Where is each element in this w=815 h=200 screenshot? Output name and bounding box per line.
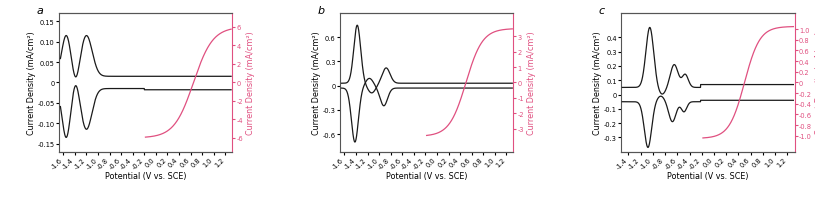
X-axis label: Potential (V vs. SCE): Potential (V vs. SCE)	[667, 171, 749, 180]
X-axis label: Potential (V vs. SCE): Potential (V vs. SCE)	[386, 171, 468, 180]
Y-axis label: Current Density (mA/cm²): Current Density (mA/cm²)	[312, 31, 321, 135]
Y-axis label: Current Density (mA/cm²): Current Density (mA/cm²)	[27, 31, 36, 135]
Y-axis label: Current Density (mA/cm²): Current Density (mA/cm²)	[527, 31, 536, 135]
Text: b: b	[317, 6, 324, 16]
Text: a: a	[36, 6, 43, 16]
Y-axis label: Current Density (mA/cm²): Current Density (mA/cm²)	[593, 31, 602, 135]
X-axis label: Potential (V vs. SCE): Potential (V vs. SCE)	[104, 171, 186, 180]
Y-axis label: Current Density (mA/cm²): Current Density (mA/cm²)	[246, 31, 255, 135]
Text: c: c	[598, 6, 605, 16]
